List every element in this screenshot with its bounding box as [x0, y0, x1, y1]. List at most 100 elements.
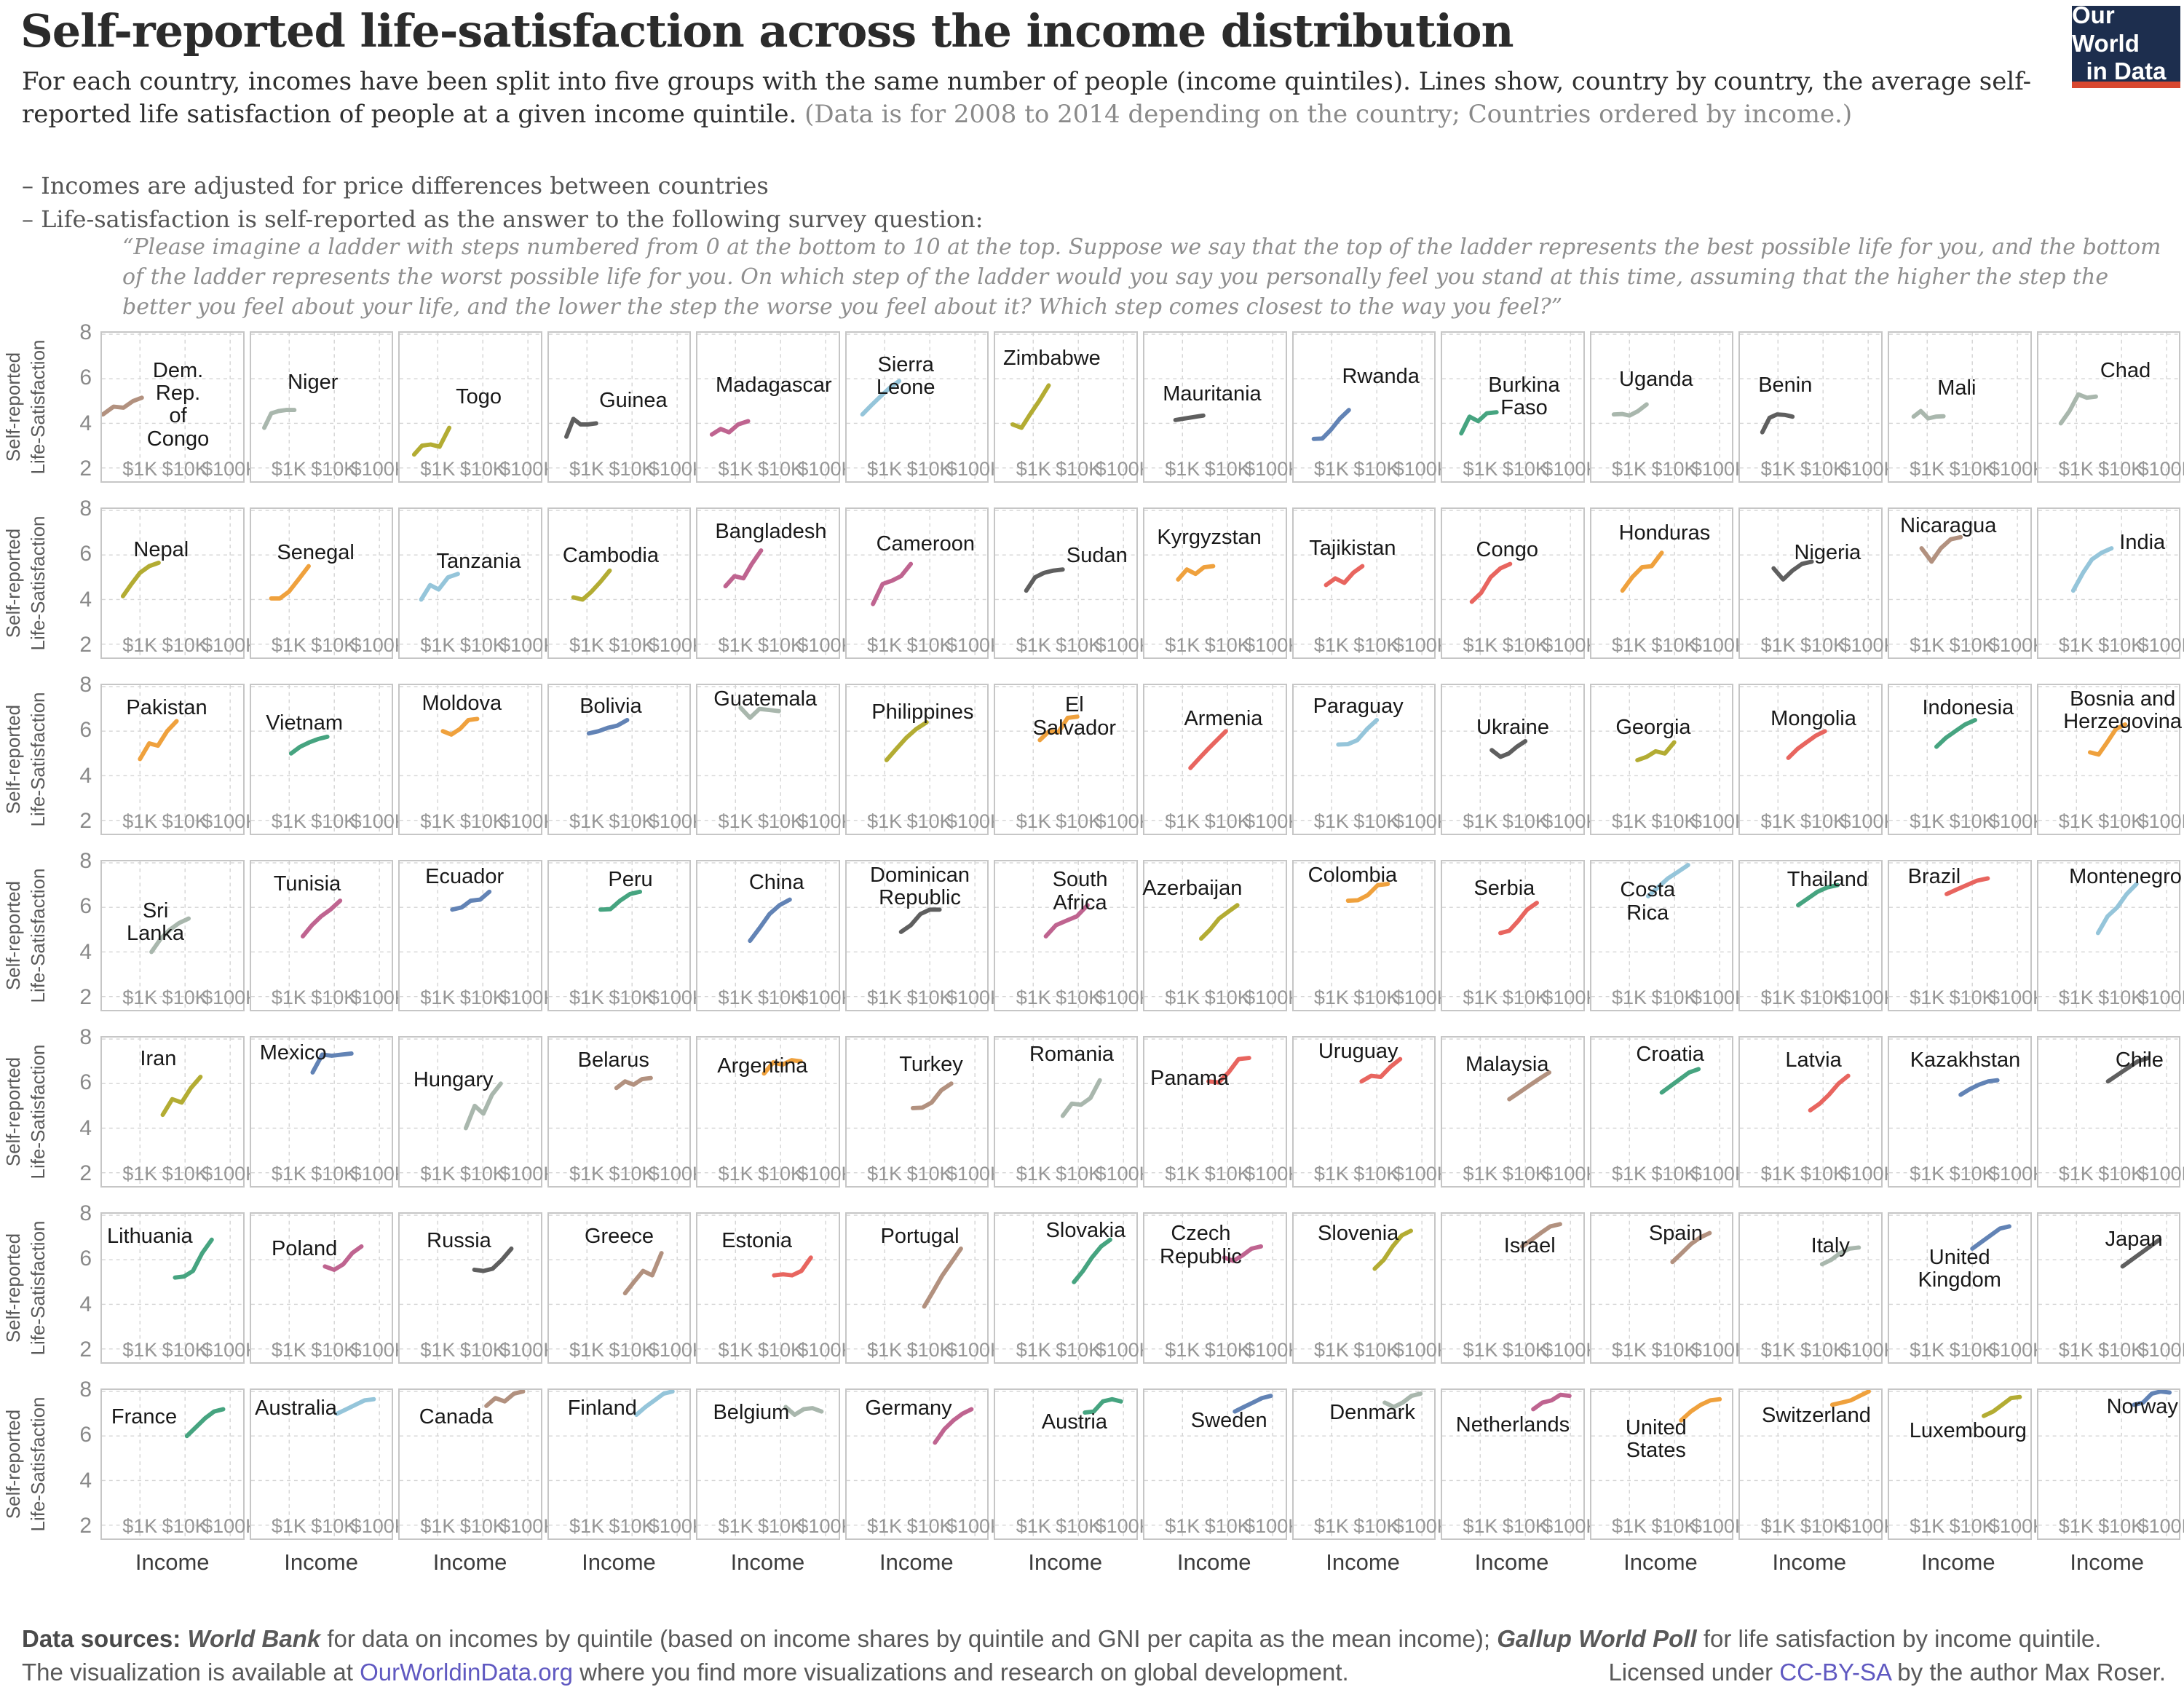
x-tick-label: $100K	[1095, 1163, 1152, 1185]
panel-indonesia: Indonesia $1K $10K $100K	[1887, 684, 2046, 835]
satisfaction-line	[1944, 876, 1990, 896]
x-tick-label: $100K	[797, 1339, 855, 1361]
row-y-axis: Self-reported Life-Satisfaction 8 6 4 2	[0, 673, 100, 835]
satisfaction-line	[1044, 903, 1091, 939]
x-tick-label: $10K	[311, 458, 357, 480]
x-tick-label: $100K	[797, 987, 855, 1008]
income-row-spacer	[0, 1549, 100, 1576]
panel-plot	[995, 333, 1137, 481]
satisfaction-line	[1176, 564, 1216, 582]
x-tick-label: $10K	[1651, 634, 1698, 656]
x-tick-label: $10K	[1353, 634, 1400, 656]
country-label: Ecuador	[425, 865, 505, 889]
panel-japan: Japan $1K$10K$100K	[2036, 1212, 2184, 1364]
panel-czech-republic: Czech Republic $1K $10K $100K	[1143, 1212, 1301, 1364]
panel-latvia: Latvia $1K $10K $100K	[1738, 1036, 1897, 1188]
x-tick-label: $10K	[162, 1339, 208, 1361]
x-tick-label: $10K	[1056, 1339, 1102, 1361]
y-tick-label: 2	[79, 1338, 92, 1362]
x-tick-label: $1K	[2058, 458, 2094, 480]
x-tick-label: $1K	[1760, 1515, 1796, 1537]
x-tick-label: $1K	[420, 1515, 456, 1537]
x-tick-label: $10K	[609, 458, 655, 480]
country-label: Italy	[1811, 1233, 1850, 1257]
panel-pakistan: Pakistan $1K $10K $100K	[100, 684, 258, 835]
x-tick-label: $100K	[499, 1515, 557, 1537]
country-label: Honduras	[1618, 521, 1711, 545]
x-tick-label: $1K	[1313, 634, 1349, 656]
panel-plot	[1591, 509, 1733, 657]
x-tick-label: $100K	[1542, 634, 1599, 656]
country-label: Georgia	[1615, 715, 1691, 739]
country-label: Paraguay	[1313, 695, 1404, 719]
country-label: Greece	[584, 1225, 654, 1249]
panel-plot	[250, 1390, 392, 1538]
row-y-axis: Self-reported Life-Satisfaction 8 6 4 2	[0, 1025, 100, 1188]
y-tick-label: 8	[79, 849, 92, 874]
panel-tunisia: Tunisia $1K $10K $100K	[249, 860, 408, 1011]
panel-plot	[102, 509, 243, 657]
panel-plot	[400, 685, 541, 834]
x-tick-label: $10K	[1949, 1515, 1995, 1537]
x-tick-label: $10K	[757, 810, 804, 832]
x-tick-label: $100K	[1989, 987, 2046, 1008]
x-tick-label: $100K	[648, 634, 705, 656]
satisfaction-line	[571, 568, 612, 602]
x-tick-label: $100K	[946, 987, 1004, 1008]
panel-plot	[697, 1038, 839, 1186]
chart-row: Self-reported Life-Satisfaction 8 6 4 2 Sri L…	[0, 849, 2184, 1011]
satisfaction-line	[586, 718, 630, 736]
satisfaction-line	[1760, 412, 1795, 435]
satisfaction-line	[884, 720, 929, 762]
x-tick-label: $1K	[1910, 458, 1945, 480]
x-tick-label: $10K	[609, 810, 655, 832]
country-label: Togo	[456, 385, 502, 409]
panel-rwanda: Rwanda $1K $10K $100K	[1291, 331, 1450, 483]
panel-plot	[250, 333, 392, 481]
panel-madagascar: Madagascar $1K $10K $100K	[696, 331, 854, 483]
panel-plot	[2038, 1038, 2180, 1186]
x-tick-label: $100K	[1393, 634, 1450, 656]
owid-link[interactable]: OurWorldinData.org	[360, 1659, 573, 1686]
country-label: France	[111, 1405, 178, 1429]
country-label: United States	[1625, 1415, 1687, 1463]
country-label: Croatia	[1636, 1043, 1704, 1067]
satisfaction-line	[1611, 402, 1649, 418]
income-axis-title: Income	[2070, 1549, 2145, 1575]
satisfaction-line	[860, 379, 902, 417]
panel-sri-lanka: Sri Lanka $1K $10K $100K	[100, 860, 258, 1011]
panel-plot	[548, 861, 690, 1010]
x-tick-label: $1K	[569, 1339, 605, 1361]
country-label: United Kingdom	[1918, 1245, 2001, 1292]
x-tick-label: $1K	[2058, 1515, 2094, 1537]
x-tick-label: $1K	[122, 1339, 158, 1361]
x-tick-label: $1K	[1910, 1163, 1945, 1185]
panel-plot	[1442, 333, 1583, 481]
x-tick-label: $10K	[906, 1339, 953, 1361]
satisfaction-line	[1311, 408, 1351, 441]
x-tick-label: $10K	[1204, 1515, 1251, 1537]
x-tick-label: $10K	[162, 987, 208, 1008]
panel-plot	[1144, 861, 1286, 1010]
panel-plot	[400, 1038, 541, 1186]
x-tick-label: $10K	[1949, 634, 1995, 656]
panel-luxembourg: Luxembourg $1K $10K $100K	[1887, 1388, 2046, 1540]
x-tick-label: $1K	[1612, 1339, 1647, 1361]
license-link[interactable]: CC-BY-SA	[1779, 1659, 1891, 1686]
x-tick-label: $10K	[1949, 1339, 1995, 1361]
panel-niger: Niger $1K $10K $100K	[249, 331, 408, 483]
country-label: Benin	[1758, 374, 1813, 398]
satisfaction-line	[1010, 383, 1051, 430]
x-tick-label: $10K	[906, 1515, 953, 1537]
x-tick-label: $10K	[2098, 1163, 2145, 1185]
panel-togo: Togo $1K $10K $100K	[398, 331, 556, 483]
x-tick-label: $1K	[1760, 1163, 1796, 1185]
sources-mid: for data on incomes by quintile (based o…	[320, 1625, 1497, 1652]
country-label: Guinea	[599, 388, 668, 412]
x-tick-label: $1K	[1612, 1515, 1647, 1537]
panel-spain: Spain $1K $10K $100K	[1589, 1212, 1748, 1364]
satisfaction-line	[1188, 729, 1228, 770]
country-label: Canada	[419, 1405, 494, 1429]
country-label: Uganda	[1619, 367, 1693, 391]
x-tick-label: $100K	[1840, 1163, 1897, 1185]
